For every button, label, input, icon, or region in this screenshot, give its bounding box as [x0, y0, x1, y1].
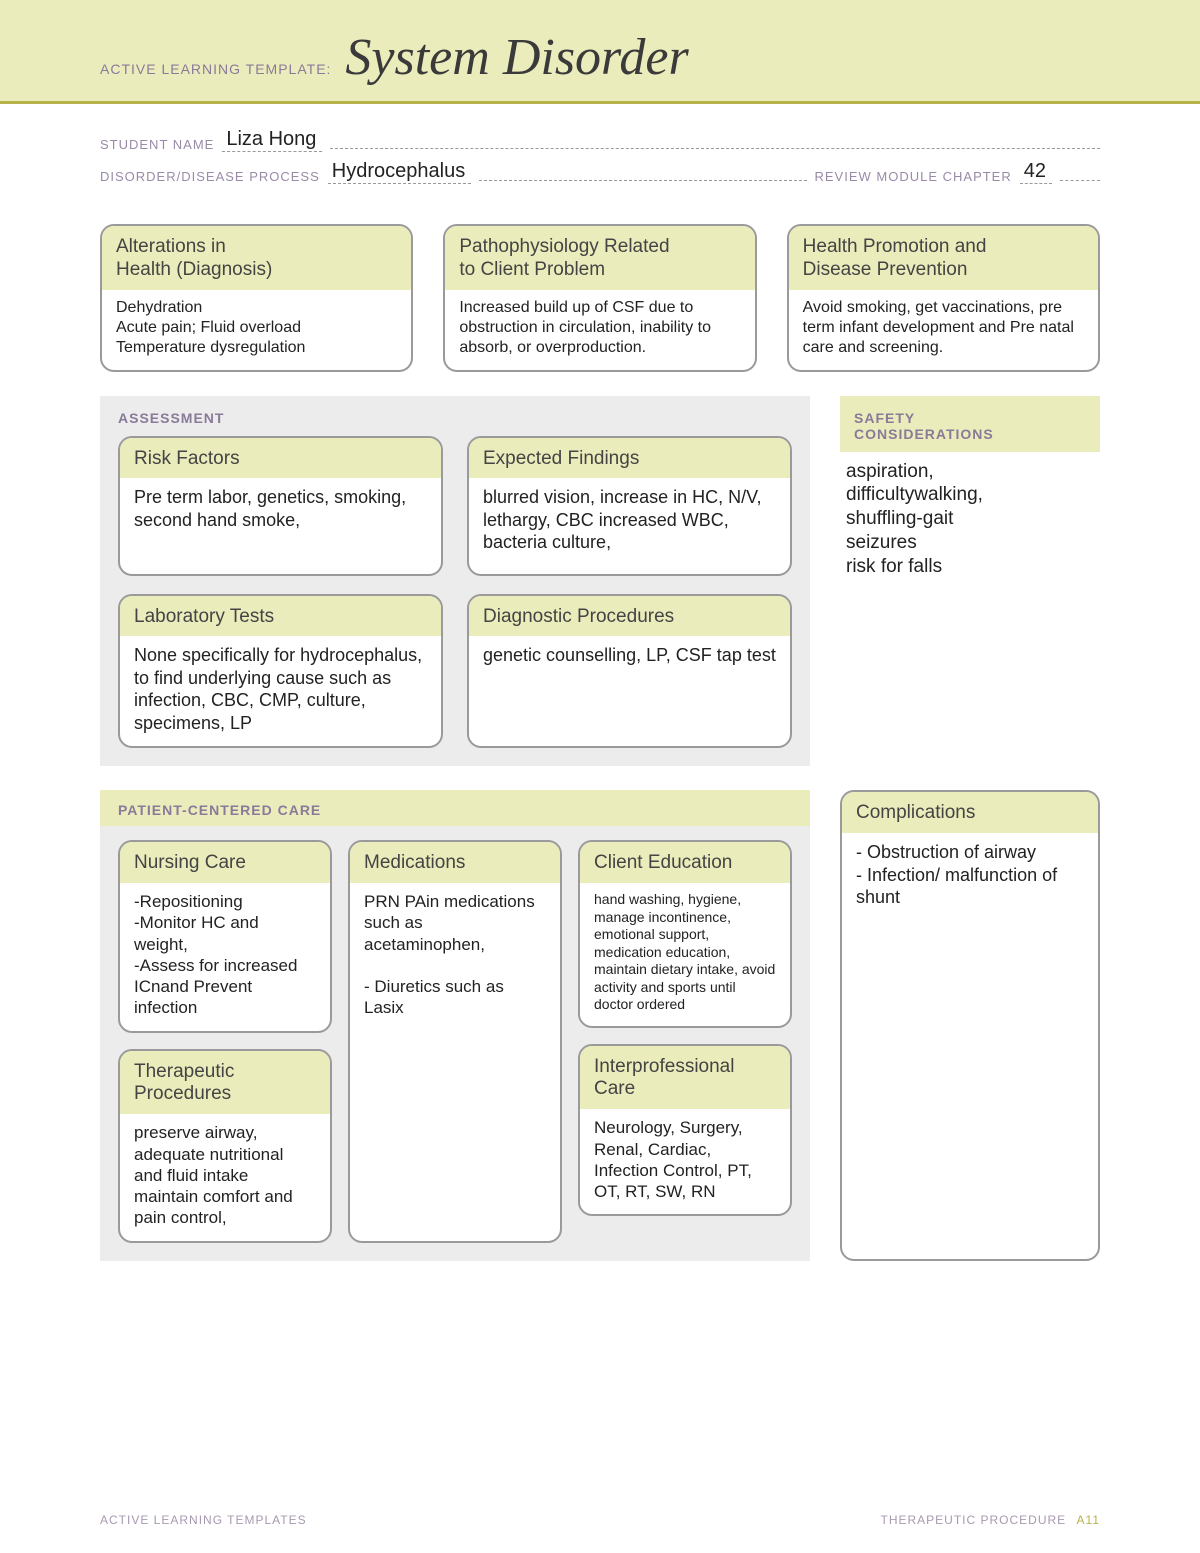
underline	[479, 180, 806, 181]
box-title: Pathophysiology Related to Client Proble…	[445, 226, 754, 290]
box-complications: Complications - Obstruction of airway - …	[840, 790, 1100, 1260]
box-title: Risk Factors	[120, 438, 441, 479]
footer-left: ACTIVE LEARNING TEMPLATES	[100, 1513, 307, 1527]
content: Alterations in Health (Diagnosis) Dehydr…	[0, 204, 1200, 1261]
safety-label: SAFETY CONSIDERATIONS	[854, 410, 1086, 442]
chapter-value: 42	[1020, 160, 1052, 184]
box-alterations: Alterations in Health (Diagnosis) Dehydr…	[100, 224, 413, 372]
student-name-label: STUDENT NAME	[100, 137, 214, 152]
underline	[1060, 180, 1100, 181]
box-body: None specifically for hydrocephalus, to …	[120, 636, 441, 746]
page: ACTIVE LEARNING TEMPLATE: System Disorde…	[0, 0, 1200, 1553]
footer-page: A11	[1077, 1513, 1100, 1527]
footer: ACTIVE LEARNING TEMPLATES THERAPEUTIC PR…	[100, 1513, 1100, 1527]
box-body: Pre term labor, genetics, smoking, secon…	[120, 478, 441, 543]
pcc-panel: PATIENT-CENTERED CARE Nursing Care -Repo…	[100, 790, 810, 1260]
box-title: Nursing Care	[120, 842, 330, 883]
box-pathophysiology: Pathophysiology Related to Client Proble…	[443, 224, 756, 372]
safety-body: aspiration, difficultywalking, shuffling…	[840, 452, 1100, 587]
box-body: Avoid smoking, get vaccinations, pre ter…	[789, 290, 1098, 370]
underline	[330, 148, 1100, 149]
box-body: blurred vision, increase in HC, N/V, let…	[469, 478, 790, 566]
box-title: Alterations in Health (Diagnosis)	[102, 226, 411, 290]
header-banner: ACTIVE LEARNING TEMPLATE: System Disorde…	[0, 0, 1200, 104]
box-body: Increased build up of CSF due to obstruc…	[445, 290, 754, 370]
page-title: System Disorder	[345, 28, 688, 87]
box-body: - Obstruction of airway - Infection/ mal…	[842, 833, 1098, 921]
box-laboratory-tests: Laboratory Tests None specifically for h…	[118, 594, 443, 749]
footer-right-label: THERAPEUTIC PROCEDURE	[881, 1513, 1067, 1527]
footer-right: THERAPEUTIC PROCEDURE A11	[881, 1513, 1101, 1527]
box-title: Complications	[842, 792, 1098, 833]
box-body: -Repositioning -Monitor HC and weight, -…	[120, 883, 330, 1031]
chapter-label: REVIEW MODULE CHAPTER	[815, 169, 1012, 184]
box-title: Laboratory Tests	[120, 596, 441, 637]
box-nursing-care: Nursing Care -Repositioning -Monitor HC …	[118, 840, 332, 1032]
box-body: Dehydration Acute pain; Fluid overload T…	[102, 290, 411, 370]
box-title: Medications	[350, 842, 560, 883]
box-body: PRN PAin medications such as acetaminoph…	[350, 883, 560, 1031]
box-body: preserve airway, adequate nutritional an…	[120, 1114, 330, 1240]
assessment-section: ASSESSMENT Risk Factors Pre term labor, …	[100, 396, 1100, 767]
section-title: ASSESSMENT	[118, 410, 792, 426]
box-health-promotion: Health Promotion and Disease Prevention …	[787, 224, 1100, 372]
box-body: genetic counselling, LP, CSF tap test	[469, 636, 790, 679]
complications-panel: Complications - Obstruction of airway - …	[840, 790, 1100, 1260]
disorder-label: DISORDER/DISEASE PROCESS	[100, 169, 320, 184]
box-title: Diagnostic Procedures	[469, 596, 790, 637]
box-title: Client Education	[580, 842, 790, 883]
top-row: Alterations in Health (Diagnosis) Dehydr…	[100, 224, 1100, 372]
box-interprofessional-care: Interprofessional Care Neurology, Surger…	[578, 1044, 792, 1217]
section-title: PATIENT-CENTERED CARE	[118, 802, 792, 818]
box-expected-findings: Expected Findings blurred vision, increa…	[467, 436, 792, 576]
pcc-banner: PATIENT-CENTERED CARE	[100, 790, 810, 826]
box-body: hand washing, hygiene, manage incontinen…	[580, 883, 790, 1026]
box-body: Neurology, Surgery, Renal, Cardiac, Infe…	[580, 1109, 790, 1214]
student-name-value: Liza Hong	[222, 128, 322, 152]
box-title: Therapeutic Procedures	[120, 1051, 330, 1115]
box-title: Interprofessional Care	[580, 1046, 790, 1110]
box-title: Expected Findings	[469, 438, 790, 479]
box-title: Health Promotion and Disease Prevention	[789, 226, 1098, 290]
box-therapeutic-procedures: Therapeutic Procedures preserve airway, …	[118, 1049, 332, 1243]
disorder-value: Hydrocephalus	[328, 160, 471, 184]
box-client-education: Client Education hand washing, hygiene, …	[578, 840, 792, 1027]
box-medications: Medications PRN PAin medications such as…	[348, 840, 562, 1242]
template-label: ACTIVE LEARNING TEMPLATE:	[100, 61, 331, 77]
safety-header: SAFETY CONSIDERATIONS	[840, 396, 1100, 452]
safety-panel: SAFETY CONSIDERATIONS aspiration, diffic…	[840, 396, 1100, 767]
box-diagnostic-procedures: Diagnostic Procedures genetic counsellin…	[467, 594, 792, 749]
meta-block: STUDENT NAME Liza Hong DISORDER/DISEASE …	[0, 104, 1200, 204]
assessment-panel: ASSESSMENT Risk Factors Pre term labor, …	[100, 396, 810, 767]
pcc-section: PATIENT-CENTERED CARE Nursing Care -Repo…	[100, 790, 1100, 1260]
box-risk-factors: Risk Factors Pre term labor, genetics, s…	[118, 436, 443, 576]
